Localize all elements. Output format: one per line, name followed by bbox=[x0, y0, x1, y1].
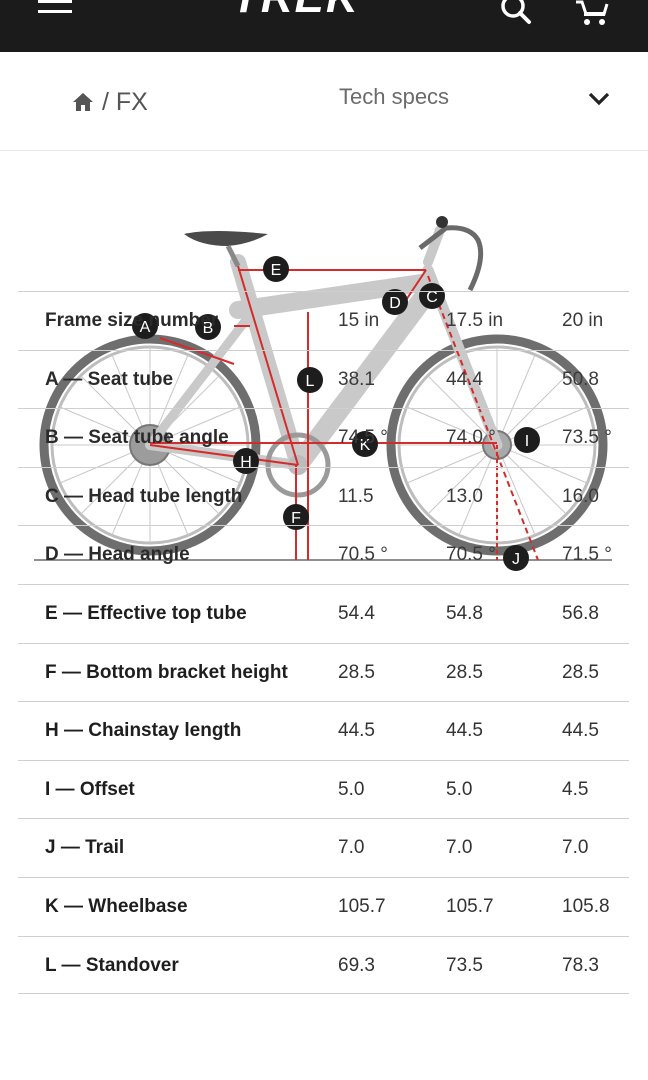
marker-b: B bbox=[195, 314, 221, 340]
spec-value: 5.0 bbox=[338, 778, 365, 800]
handlebar bbox=[418, 225, 484, 292]
spec-label: J — Trail bbox=[45, 837, 125, 859]
marker-a: A bbox=[132, 313, 158, 339]
home-icon[interactable] bbox=[72, 92, 94, 112]
svg-text:C: C bbox=[426, 289, 438, 306]
trek-logo[interactable]: TREK bbox=[232, 0, 360, 20]
table-row: K — Wheelbase 105.7 105.7 105.8 bbox=[18, 876, 629, 936]
spec-value: 44.4 bbox=[446, 368, 483, 390]
spec-value: 50.8 bbox=[562, 368, 599, 390]
spec-value: 71.5 ° bbox=[562, 544, 612, 566]
table-row: A — Seat tube 38.1 44.4 50.8 bbox=[18, 349, 629, 409]
spec-value: 5.0 bbox=[446, 778, 473, 800]
marker-j: J bbox=[503, 545, 529, 571]
table-row: I — Offset 5.0 5.0 4.5 bbox=[18, 759, 629, 819]
svg-text:F: F bbox=[291, 510, 301, 527]
breadcrumb[interactable]: / FX bbox=[102, 88, 148, 116]
spec-value: 44.5 bbox=[562, 720, 599, 742]
spec-label: B — Seat tube angle bbox=[45, 427, 229, 449]
spec-value: 74.0 ° bbox=[446, 427, 496, 449]
spec-value: 73.5 bbox=[446, 954, 483, 976]
spec-value: 15 in bbox=[338, 310, 380, 331]
spec-label: D — Head angle bbox=[45, 544, 190, 566]
spec-value: 13.0 bbox=[446, 485, 483, 507]
svg-text:L: L bbox=[306, 373, 315, 390]
breadcrumb-bar: / FX Tech specs bbox=[0, 52, 648, 151]
table-row: C — Head tube length 11.5 13.0 16.0 bbox=[18, 466, 629, 526]
section-title[interactable]: Tech specs bbox=[339, 84, 450, 109]
marker-f: F bbox=[283, 504, 309, 530]
table-row: F — Bottom bracket height 28.5 28.5 28.5 bbox=[18, 642, 629, 702]
marker-k: K bbox=[352, 431, 378, 457]
spec-value: 78.3 bbox=[562, 954, 599, 976]
svg-text:I: I bbox=[525, 433, 529, 450]
spec-value: 17.5 in bbox=[446, 310, 504, 331]
saddle bbox=[184, 231, 268, 246]
spec-label: C — Head tube length bbox=[45, 485, 243, 507]
spec-value: 7.0 bbox=[446, 837, 473, 859]
table-row: H — Chainstay length 44.5 44.5 44.5 bbox=[18, 701, 629, 760]
spec-value: 73.5 ° bbox=[562, 427, 612, 449]
spec-value: 38.1 bbox=[338, 368, 375, 390]
specs-table: Frame size number 15 in 17.5 in 20 in A … bbox=[18, 291, 629, 995]
spec-value: 105.8 bbox=[562, 895, 610, 917]
spec-label: L — Standover bbox=[45, 954, 179, 976]
spec-label: I — Offset bbox=[45, 778, 135, 800]
svg-text:D: D bbox=[389, 295, 401, 312]
marker-l: L bbox=[297, 367, 323, 393]
marker-d: D bbox=[382, 289, 408, 315]
table-row: L — Standover 69.3 73.5 78.3 bbox=[18, 935, 629, 995]
table-row: D — Head angle 70.5 ° 70.5 ° 71.5 ° bbox=[18, 525, 629, 584]
search-icon[interactable] bbox=[498, 0, 534, 26]
table-row: J — Trail 7.0 7.0 7.0 bbox=[18, 818, 629, 877]
spec-value: 28.5 bbox=[338, 661, 375, 683]
svg-text:B: B bbox=[203, 320, 214, 337]
spec-label: F — Bottom bracket height bbox=[45, 661, 288, 683]
hamburger-menu-icon[interactable] bbox=[38, 0, 72, 22]
svg-text:E: E bbox=[271, 262, 282, 279]
spec-label: E — Effective top tube bbox=[45, 602, 247, 624]
chevron-down-icon[interactable] bbox=[588, 92, 610, 106]
spec-value: 11.5 bbox=[338, 485, 374, 507]
table-row: Frame size number 15 in 17.5 in 20 in bbox=[18, 291, 629, 350]
bike-geometry-diagram: A B C D E F H I J K L bbox=[34, 216, 612, 571]
spec-value: 4.5 bbox=[562, 778, 589, 800]
spec-value: 56.8 bbox=[562, 602, 599, 624]
table-row: E — Effective top tube 54.4 54.8 56.8 bbox=[18, 583, 629, 643]
spec-label: H — Chainstay length bbox=[45, 720, 242, 742]
spec-label: A — Seat tube bbox=[45, 368, 174, 390]
spec-value: 7.0 bbox=[338, 837, 365, 859]
spec-value: 69.3 bbox=[338, 954, 375, 976]
spec-value: 44.5 bbox=[446, 720, 483, 742]
chainring bbox=[265, 432, 331, 498]
spec-value: 28.5 bbox=[562, 661, 599, 683]
marker-c: C bbox=[419, 283, 445, 309]
svg-text:K: K bbox=[360, 437, 371, 454]
spec-label: K — Wheelbase bbox=[45, 895, 188, 917]
spec-value: 105.7 bbox=[338, 895, 386, 917]
spec-value: 105.7 bbox=[446, 895, 494, 917]
spec-value: 70.5 ° bbox=[446, 544, 496, 566]
spec-value: 7.0 bbox=[562, 837, 589, 859]
table-row: B — Seat tube angle 74.5 ° 74.0 ° 73.5 ° bbox=[18, 408, 629, 467]
spec-value: 20 in bbox=[562, 310, 604, 331]
spec-value: 74.5 ° bbox=[338, 427, 388, 449]
marker-e: E bbox=[263, 256, 289, 282]
spec-value: 54.4 bbox=[338, 602, 375, 624]
spec-value: 28.5 bbox=[446, 661, 483, 683]
spec-value: 44.5 bbox=[338, 720, 375, 742]
svg-text:H: H bbox=[240, 454, 252, 471]
spec-value: 54.8 bbox=[446, 602, 483, 624]
top-nav-bar: TREK bbox=[0, 0, 648, 52]
spec-label: Frame size number bbox=[45, 310, 219, 331]
svg-text:A: A bbox=[140, 319, 151, 336]
cart-icon[interactable] bbox=[574, 0, 610, 28]
marker-i: I bbox=[514, 427, 540, 453]
spec-value: 16.0 bbox=[562, 485, 599, 507]
spec-value: 70.5 ° bbox=[338, 544, 388, 566]
svg-text:J: J bbox=[512, 551, 520, 568]
